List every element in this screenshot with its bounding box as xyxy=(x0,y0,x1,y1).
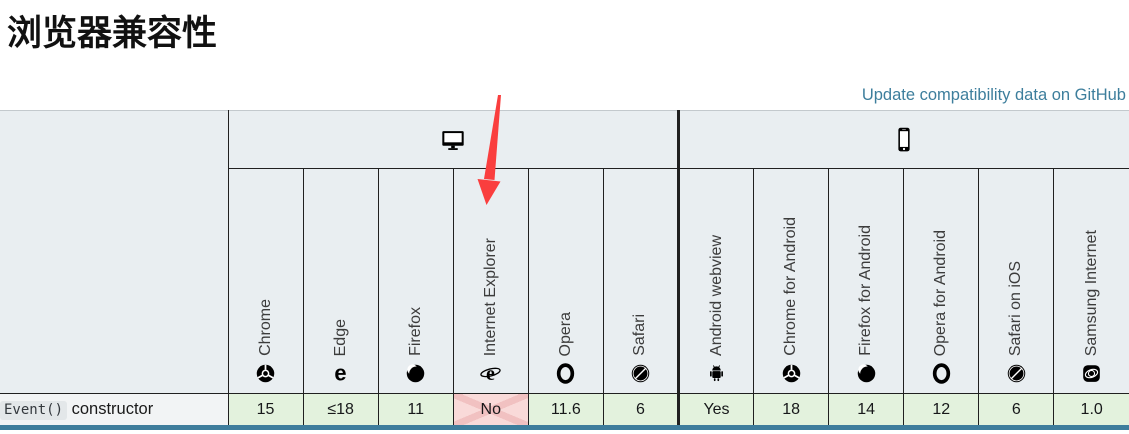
support-cell-firefox: 11 xyxy=(377,393,454,428)
platform-header-row xyxy=(0,110,1129,394)
browser-name: Chrome for Android xyxy=(782,217,800,356)
browser-name: Internet Explorer xyxy=(481,237,499,356)
support-cell-chrome-android: 18 xyxy=(753,393,830,428)
safari-icon xyxy=(1006,363,1027,384)
opera-icon xyxy=(931,363,952,384)
browser-header-opera-android: Opera for Android xyxy=(903,168,980,394)
safari-icon xyxy=(630,363,651,384)
browser-name: Edge xyxy=(331,318,349,356)
browser-header-firefox-android: Firefox for Android xyxy=(828,168,905,394)
browser-name: Android webview xyxy=(707,235,725,356)
page-title: 浏览器兼容性 xyxy=(7,14,218,53)
corner-cell xyxy=(0,110,229,394)
browser-name: Safari xyxy=(631,314,649,356)
browser-header-safari: Safari xyxy=(602,168,679,394)
support-cell-firefox-android: 14 xyxy=(828,393,905,428)
browser-header-firefox: Firefox xyxy=(377,168,454,394)
firefox-icon xyxy=(405,363,426,384)
browser-name: Opera for Android xyxy=(932,229,950,356)
browser-header-internet-explorer: Internet Explorer xyxy=(452,168,529,394)
browser-name: Firefox for Android xyxy=(857,225,875,356)
android-icon xyxy=(706,363,727,384)
browser-header-safari-ios: Safari on iOS xyxy=(978,168,1055,394)
chrome-icon xyxy=(255,363,276,384)
internet-explorer-icon xyxy=(480,363,501,384)
browser-header-android-webview: Android webview xyxy=(676,168,755,394)
browser-name: Chrome xyxy=(256,299,274,356)
browser-name: Opera xyxy=(556,311,574,356)
browser-header-chrome-android: Chrome for Android xyxy=(753,168,830,394)
samsung-internet-icon xyxy=(1081,363,1102,384)
browser-header-row: Chrome Edge Firefox xyxy=(0,168,1129,394)
update-link-row: Update compatibility data on GitHub xyxy=(0,86,1126,105)
support-cell-edge: ≤18 xyxy=(302,393,379,428)
support-cell-safari: 6 xyxy=(602,393,679,428)
compat-data-row: Event() constructor 15 ≤18 11 No 11.6 6 … xyxy=(0,393,1129,428)
edge-icon xyxy=(330,363,351,384)
chrome-icon xyxy=(781,363,802,384)
browser-header-chrome: Chrome xyxy=(228,168,304,394)
update-compat-link[interactable]: Update compatibility data on GitHub xyxy=(861,86,1126,104)
desktop-platform-header xyxy=(227,110,679,169)
support-cell-opera: 11.6 xyxy=(527,393,604,428)
browser-header-edge: Edge xyxy=(302,168,379,394)
browser-name: Firefox xyxy=(406,307,424,356)
browser-name: Safari on iOS xyxy=(1007,260,1025,356)
mobile-icon xyxy=(889,126,919,153)
support-cell-android-webview: Yes xyxy=(676,393,755,428)
browser-name: Samsung Internet xyxy=(1082,229,1100,356)
feature-text: constructor xyxy=(71,400,154,418)
browser-header-opera: Opera xyxy=(527,168,604,394)
support-cell-chrome: 15 xyxy=(227,393,304,428)
opera-icon xyxy=(555,363,576,384)
support-cell-samsung-internet: 1.0 xyxy=(1053,393,1129,428)
support-cell-opera-android: 12 xyxy=(903,393,980,428)
desktop-icon xyxy=(438,126,468,153)
feature-code: Event() xyxy=(0,401,68,420)
support-cell-internet-explorer: No xyxy=(452,393,529,428)
mobile-platform-header xyxy=(676,110,1129,169)
firefox-icon xyxy=(856,363,877,384)
support-cell-safari-ios: 6 xyxy=(978,393,1055,428)
browser-compat-table: Chrome Edge Firefox xyxy=(0,110,1129,430)
feature-label: Event() constructor xyxy=(0,393,229,428)
browser-header-samsung-internet: Samsung Internet xyxy=(1053,168,1129,394)
